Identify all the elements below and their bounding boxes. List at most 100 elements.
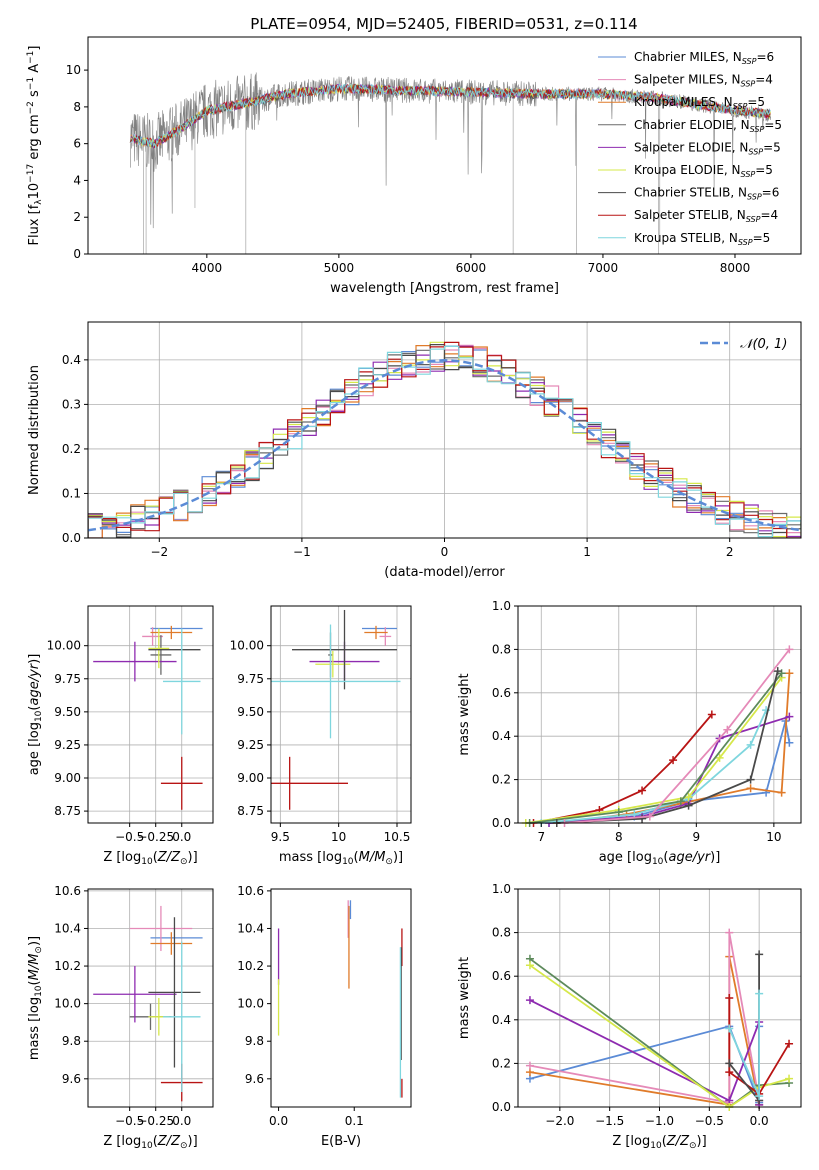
mass-weight-series [529, 956, 760, 1106]
y-tick-label: 10.4 [237, 921, 264, 935]
y-tick-label: 4 [73, 173, 81, 187]
mass-weight-marker [755, 1092, 764, 1101]
gaussian-curve [88, 359, 801, 532]
errorbars [271, 609, 401, 810]
y-tick-label: 10.4 [54, 921, 81, 935]
mass-weight-marker [746, 775, 755, 784]
legend-entry: Salpeter STELIB, NSSP=4 [634, 208, 778, 224]
y-tick-label: 0 [73, 247, 81, 261]
errorbar-point [160, 756, 203, 810]
model-spectrum-line [129, 83, 771, 148]
x-tick-label: 9.5 [271, 830, 290, 844]
x-tick-label: 0.1 [345, 1114, 364, 1128]
y-tick-label: 0.8 [492, 926, 511, 940]
legend-entry: Kroupa ELODIE, NSSP=5 [634, 163, 773, 179]
x-axis-label: age [log10(age/yr)] [599, 850, 721, 867]
x-tick-label: −2.0 [545, 1114, 574, 1128]
x-tick-label: 1 [583, 545, 591, 559]
y-tick-label: 9.00 [54, 771, 81, 785]
errorbar-point [150, 625, 193, 640]
x-tick-label: −0.5 [695, 1114, 724, 1128]
x-tick-label: −1 [293, 545, 311, 559]
mass-weight-marker [645, 812, 654, 821]
x-axis-label: Z [log10(Z/Z⊙)] [103, 1134, 197, 1151]
y-tick-label: 9.25 [54, 738, 81, 752]
legend-entry: 𝒩(0, 1) [740, 337, 787, 352]
errorbar-point [379, 627, 392, 646]
mass-weight-series [564, 648, 791, 824]
y-tick-label: 1.0 [492, 599, 511, 613]
mass-weight-lines [525, 928, 794, 1111]
mass-weight-marker [725, 994, 734, 1002]
y-tick-label: 10.0 [54, 997, 81, 1011]
mass-weight-marker [638, 786, 647, 795]
y-tick-label: 0.4 [492, 729, 511, 743]
y-tick-label: 9.00 [237, 771, 264, 785]
mass-weight-vs-age-panel: 7 8 9 10 0.0 0.2 0.4 0.6 0.8 1.0 age [log10(age/yr… [457, 599, 802, 867]
y-tick-label: 0.0 [492, 1100, 511, 1114]
legend-entry: Chabrier STELIB, NSSP=6 [634, 186, 779, 202]
mass-weight-marker [525, 961, 534, 970]
mass-weight-marker [684, 801, 693, 810]
histogram-step [88, 345, 801, 538]
errorbar-point [163, 941, 201, 1092]
errorbar-point [148, 628, 170, 669]
figure-title: PLATE=0954, MJD=52405, FIBERID=0531, z=0… [250, 15, 637, 33]
model-spectrum-line [130, 82, 771, 149]
x-tick-label: 0.0 [750, 1114, 769, 1128]
mass-weight-marker [746, 784, 755, 793]
errorbar-point [292, 609, 397, 690]
x-tick-label: −1.5 [595, 1114, 624, 1128]
y-tick-label: 0.4 [492, 1013, 511, 1027]
y-tick-label: 9.6 [62, 1072, 81, 1086]
y-tick-label: 2 [73, 210, 81, 224]
mass-weight-lines [521, 645, 794, 827]
mass-weight-marker [525, 1061, 534, 1070]
x-tick-label: 0.0 [172, 830, 191, 844]
plot-frame [517, 605, 802, 824]
mass-weight-series [529, 958, 790, 1109]
mass-weight-marker [725, 1059, 734, 1068]
y-tick-label: 8.75 [54, 804, 81, 818]
y-tick-label: 9.50 [237, 705, 264, 719]
y-tick-label: 0.6 [492, 969, 511, 983]
plot-frame [87, 36, 802, 255]
y-tick-label: 8 [73, 100, 81, 114]
spectrum-legend: Chabrier MILES, NSSP=6 Salpeter MILES, NS… [598, 50, 782, 247]
errorbar-point [150, 932, 193, 955]
mass-weight-series [529, 999, 760, 1105]
x-tick-label: 8 [615, 830, 623, 844]
mass-weight-marker [707, 710, 716, 719]
y-tick-label: 0.2 [62, 442, 81, 456]
plot-frame [87, 888, 214, 1108]
x-tick-label: −0.5 [115, 1114, 144, 1128]
x-axis-label: wavelength [Angstrom, rest frame] [330, 281, 559, 296]
y-tick-label: 10.6 [237, 884, 264, 898]
mass-weight-marker [676, 797, 685, 806]
errorbar-point [129, 905, 193, 952]
errorbar-point [148, 917, 201, 1068]
x-tick-label: 2 [726, 545, 734, 559]
mass-weight-series [529, 672, 783, 824]
errorbar-point [364, 625, 388, 640]
mass-weight-marker [725, 1068, 734, 1077]
y-tick-label: 10 [66, 63, 81, 77]
mass-weight-marker [669, 756, 678, 765]
x-tick-label: 0.0 [269, 1114, 288, 1128]
mass-weight-marker [525, 996, 534, 1005]
mass-weight-series [529, 964, 790, 1109]
y-axis-label: Flux [fλ10−17 erg cm−2 s−1 A−1] [26, 46, 44, 246]
errorbar-point [150, 635, 172, 675]
x-tick-label: 10 [331, 830, 346, 844]
y-axis-label: mass weight [457, 957, 472, 1039]
x-tick-label: −0.5 [115, 830, 144, 844]
x-tick-label: 0 [441, 545, 449, 559]
x-tick-label: −0.25 [137, 1114, 174, 1128]
x-tick-label: 8000 [720, 261, 751, 275]
mass-weight-marker [746, 740, 755, 749]
errorbar-point [142, 627, 163, 646]
x-tick-label: 6000 [456, 261, 487, 275]
errorbar-point [271, 624, 401, 739]
errorbars [277, 900, 403, 1098]
x-tick-label: −1.0 [645, 1114, 674, 1128]
